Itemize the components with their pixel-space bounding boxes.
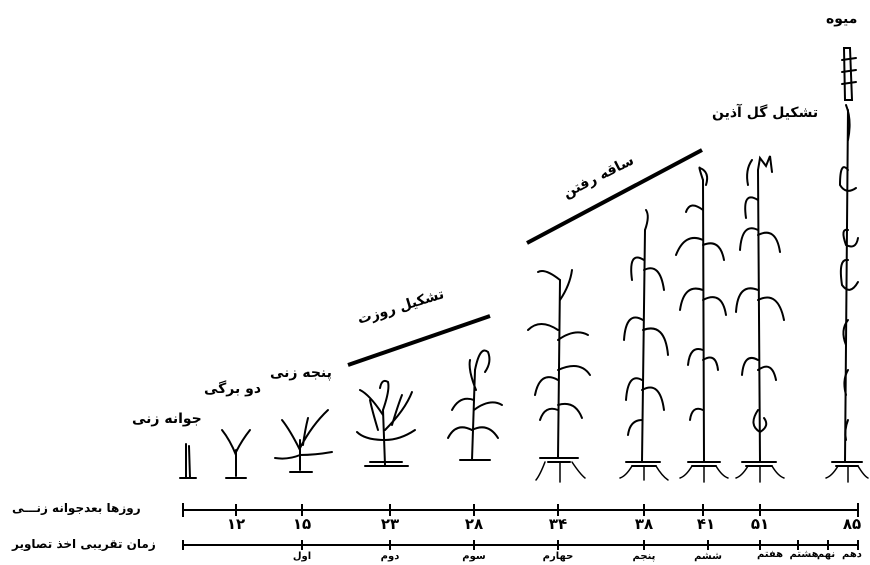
label-rosette: تشکیل روزت [356, 286, 446, 328]
ordinal-label: دهم [842, 549, 862, 560]
ordinal-label: ششم [694, 551, 722, 562]
day-number: ۴۱ [696, 515, 716, 533]
day-number: ۱۲ [226, 515, 246, 533]
day-number: ۸۵ [842, 515, 862, 533]
plant-stage-five [447, 349, 503, 461]
ordinal-label: هفتم [756, 549, 784, 560]
day-number: ۳۴ [548, 515, 568, 533]
ordinal-label: نهم [816, 549, 836, 560]
day-number: ۲۳ [380, 515, 400, 533]
stem-elongation-bar [526, 148, 703, 245]
ordinal-label: دوم [380, 551, 400, 562]
day-number: ۳۸ [634, 515, 654, 533]
ordinal-label: حهارم [542, 551, 574, 562]
day-number: ۵۱ [750, 515, 770, 533]
label-two-leaf: دو برگی [204, 381, 262, 397]
plant-two-leaf [221, 429, 251, 479]
plant-emergence [179, 443, 197, 479]
plant-stage-eight [675, 166, 727, 467]
ordinal-label: هشتم [789, 549, 819, 560]
rosette-bar [347, 314, 491, 367]
days-after-germination-label: روزها بعدجوانه زنـــی [12, 501, 141, 515]
plant-stage-seven [623, 209, 669, 467]
ordinal-label: پنجم [632, 551, 656, 562]
label-tillering: پنجه زنی [270, 365, 332, 381]
day-number: ۲۸ [464, 515, 484, 533]
plant-tillering [274, 409, 333, 473]
label-emergence: جوانه زنی [132, 411, 202, 427]
timeline-axis [182, 503, 859, 550]
label-stem-elongation: ساقه رفتن [560, 152, 637, 201]
label-flowering: تشکیل گل آذین [712, 105, 819, 121]
ordinal-label: سوم [462, 551, 486, 562]
photo-time-label: زمان تقریبی اخذ تصاویر [12, 537, 156, 551]
plant-stage-nine [735, 155, 785, 467]
plant-rosette [356, 379, 416, 467]
day-number: ۱۵ [292, 515, 312, 533]
plant-stage-six [527, 269, 591, 463]
plant-roots [535, 461, 869, 483]
plant-stage-ten [831, 47, 863, 467]
label-fruit: میوه [826, 11, 858, 27]
ordinal-label: اول [292, 551, 312, 562]
